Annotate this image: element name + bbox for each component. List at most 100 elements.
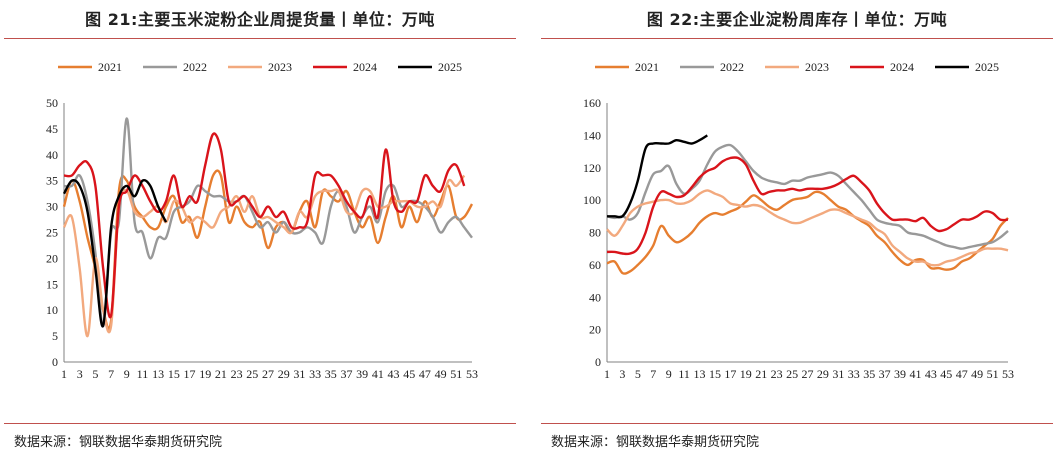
x-tick-label: 47 <box>419 367 431 381</box>
x-tick-label: 49 <box>971 367 983 381</box>
x-tick-label: 17 <box>724 367 736 381</box>
x-tick-label: 39 <box>894 367 906 381</box>
y-tick-label: 25 <box>46 226 58 240</box>
x-tick-label: 43 <box>388 367 400 381</box>
x-tick-label: 21 <box>215 367 227 381</box>
y-tick-label: 0 <box>595 355 601 369</box>
x-tick-label: 5 <box>92 367 98 381</box>
x-tick-label: 39 <box>356 367 368 381</box>
x-tick-label: 33 <box>848 367 860 381</box>
y-tick-label: 160 <box>583 96 601 110</box>
title-divider <box>4 38 516 39</box>
x-tick-label: 53 <box>1002 367 1014 381</box>
series-line-2025 <box>62 178 168 328</box>
x-tick-label: 49 <box>435 367 447 381</box>
y-tick-label: 20 <box>46 251 58 265</box>
x-tick-label: 7 <box>650 367 656 381</box>
x-tick-label: 11 <box>137 367 149 381</box>
source-note: 数据来源：钢联数据华泰期货研究院 <box>551 435 760 450</box>
x-tick-label: 31 <box>293 367 305 381</box>
y-tick-label: 15 <box>46 277 58 291</box>
x-tick-label: 19 <box>199 367 211 381</box>
x-tick-label: 37 <box>340 367 352 381</box>
y-tick-label: 5 <box>52 329 58 343</box>
x-tick-label: 41 <box>372 367 384 381</box>
x-tick-label: 31 <box>832 367 844 381</box>
x-tick-label: 13 <box>152 367 164 381</box>
x-tick-label: 27 <box>262 367 274 381</box>
x-tick-label: 53 <box>466 367 478 381</box>
x-tick-label: 9 <box>666 367 672 381</box>
x-tick-label: 1 <box>604 367 610 381</box>
legend-label-2025: 2025 <box>438 60 462 74</box>
legend-label-2023: 2023 <box>268 60 292 74</box>
x-tick-label: 3 <box>77 367 83 381</box>
x-tick-label: 3 <box>619 367 625 381</box>
x-tick-label: 9 <box>124 367 130 381</box>
x-tick-label: 45 <box>403 367 415 381</box>
y-tick-label: 140 <box>583 128 601 142</box>
source-divider <box>541 423 1053 424</box>
x-tick-label: 45 <box>940 367 952 381</box>
x-tick-label: 41 <box>909 367 921 381</box>
x-tick-label: 23 <box>771 367 783 381</box>
x-tick-label: 43 <box>925 367 937 381</box>
x-tick-label: 29 <box>817 367 829 381</box>
chart-panel-right: 图 22:主要企业淀粉周库存丨单位：万吨 0 20 40 60 80 100 120 140 1… <box>537 0 1057 453</box>
legend-label-2022: 2022 <box>720 60 744 74</box>
x-tick-label: 5 <box>635 367 641 381</box>
series-line-2021 <box>606 190 1009 275</box>
x-tick-label: 21 <box>755 367 767 381</box>
source-note: 数据来源：钢联数据华泰期货研究院 <box>14 435 223 450</box>
title-divider <box>541 38 1053 39</box>
y-tick-label: 120 <box>583 161 601 175</box>
x-tick-label: 13 <box>694 367 706 381</box>
x-tick-label: 47 <box>956 367 968 381</box>
x-tick-label: 7 <box>108 367 114 381</box>
y-tick-label: 80 <box>589 226 601 240</box>
x-tick-label: 25 <box>786 367 798 381</box>
x-tick-label: 33 <box>309 367 321 381</box>
x-tick-label: 27 <box>802 367 814 381</box>
x-tick-label: 1 <box>61 367 67 381</box>
chart-title: 图 21:主要玉米淀粉企业周提货量丨单位：万吨 <box>85 10 435 29</box>
series-line-2023 <box>606 189 1009 267</box>
x-tick-label: 19 <box>740 367 752 381</box>
legend-label-2022: 2022 <box>183 60 207 74</box>
chart-title: 图 22:主要企业淀粉周库存丨单位：万吨 <box>646 10 948 29</box>
chart-panel-left: 图 21:主要玉米淀粉企业周提货量丨单位：万吨 0 5 10 15 20 25 30 35 40… <box>0 0 520 453</box>
source-divider <box>4 423 516 424</box>
legend-label-2023: 2023 <box>805 60 829 74</box>
x-tick-label: 11 <box>678 367 690 381</box>
legend-label-2024: 2024 <box>353 60 377 74</box>
series-line-2021 <box>62 169 474 330</box>
legend-label-2024: 2024 <box>890 60 914 74</box>
x-tick-label: 15 <box>168 367 180 381</box>
x-tick-label: 51 <box>450 367 462 381</box>
y-tick-label: 45 <box>46 122 58 136</box>
y-tick-label: 10 <box>46 303 58 317</box>
y-tick-label: 40 <box>46 148 58 162</box>
series-line-2024 <box>606 156 1009 256</box>
legend-label-2021: 2021 <box>635 60 659 74</box>
y-tick-label: 50 <box>46 96 58 110</box>
legend-label-2021: 2021 <box>98 60 122 74</box>
y-tick-label: 30 <box>46 200 58 214</box>
y-tick-label: 35 <box>46 174 58 188</box>
y-tick-label: 40 <box>589 290 601 304</box>
x-tick-label: 51 <box>987 367 999 381</box>
x-tick-label: 25 <box>246 367 258 381</box>
x-tick-label: 17 <box>184 367 196 381</box>
x-tick-label: 37 <box>879 367 891 381</box>
x-tick-label: 29 <box>278 367 290 381</box>
series-line-2022 <box>606 143 1009 250</box>
series-line-2025 <box>607 134 708 219</box>
x-tick-label: 35 <box>863 367 875 381</box>
y-tick-label: 100 <box>583 193 601 207</box>
y-tick-label: 20 <box>589 323 601 337</box>
x-tick-label: 23 <box>231 367 243 381</box>
y-tick-label: 60 <box>589 258 601 272</box>
series-line-2023 <box>62 174 466 338</box>
